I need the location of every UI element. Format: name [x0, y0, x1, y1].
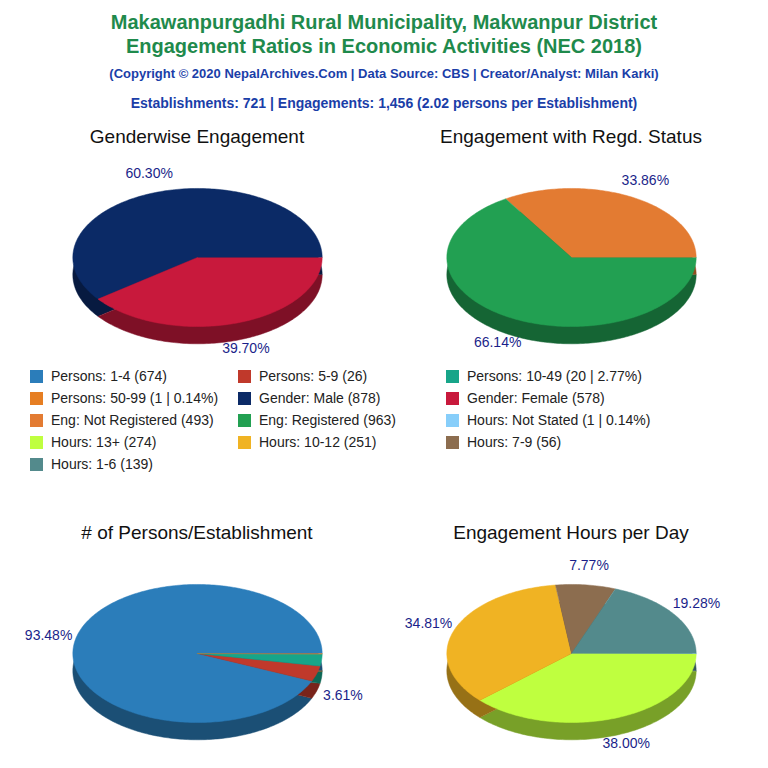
- html-text:Persons: 5-9 (26): Persons: 5-9 (26): [259, 368, 368, 384]
- svg-text:93.48%: 93.48%: [25, 627, 72, 643]
- svg-text:39.70%: 39.70%: [222, 340, 269, 356]
- html-text:# of Persons/Establishment: # of Persons/Establishment: [81, 522, 313, 543]
- html-text:Hours: Not Stated (1 | 0.14%): Hours: Not Stated (1 | 0.14%): [467, 412, 651, 428]
- html-text:Engagement Hours per Day: Engagement Hours per Day: [453, 522, 689, 543]
- svg-text:38.00%: 38.00%: [603, 735, 650, 751]
- html-text:Engagement with Regd. Status: Engagement with Regd. Status: [440, 126, 702, 147]
- svg-text:60.30%: 60.30%: [125, 165, 172, 181]
- html-text:Hours: 10-12 (251): Hours: 10-12 (251): [259, 434, 377, 450]
- html-text:Makawanpurgadhi Rural Municipa: Makawanpurgadhi Rural Municipality, Makw…: [110, 11, 658, 33]
- html-text:Gender: Male (878): Gender: Male (878): [259, 390, 381, 406]
- html-text:Hours: 1-6 (139): Hours: 1-6 (139): [51, 456, 153, 472]
- html-text:Persons: 1-4 (674): Persons: 1-4 (674): [51, 368, 167, 384]
- svg-text:66.14%: 66.14%: [474, 334, 521, 350]
- html-text:Eng: Registered (963): Eng: Registered (963): [259, 412, 396, 428]
- html-text:Genderwise Engagement: Genderwise Engagement: [89, 126, 305, 147]
- html-text:(Copyright © 2020 NepalArchive: (Copyright © 2020 NepalArchives.Com | Da…: [109, 66, 659, 81]
- html-text:Engagement Ratios in Economic: Engagement Ratios in Economic Activities…: [126, 35, 642, 57]
- html-text:Hours: 13+ (274): Hours: 13+ (274): [51, 434, 157, 450]
- html-text:Persons: 10-49 (20 | 2.77%): Persons: 10-49 (20 | 2.77%): [467, 368, 642, 384]
- html-text:Establishments: 721 | Engageme: Establishments: 721 | Engagements: 1,456…: [130, 95, 638, 111]
- html-text:Eng: Not Registered (493): Eng: Not Registered (493): [51, 412, 214, 428]
- html-text:Gender: Female (578): Gender: Female (578): [467, 390, 605, 406]
- svg-text:33.86%: 33.86%: [622, 172, 669, 188]
- svg-text:3.61%: 3.61%: [323, 687, 363, 703]
- html-text:Persons: 50-99 (1 | 0.14%): Persons: 50-99 (1 | 0.14%): [51, 390, 219, 406]
- svg-text:34.81%: 34.81%: [405, 615, 452, 631]
- svg-text:7.77%: 7.77%: [569, 557, 609, 573]
- svg-text:19.28%: 19.28%: [673, 595, 720, 611]
- html-text:Hours: 7-9 (56): Hours: 7-9 (56): [467, 434, 562, 450]
